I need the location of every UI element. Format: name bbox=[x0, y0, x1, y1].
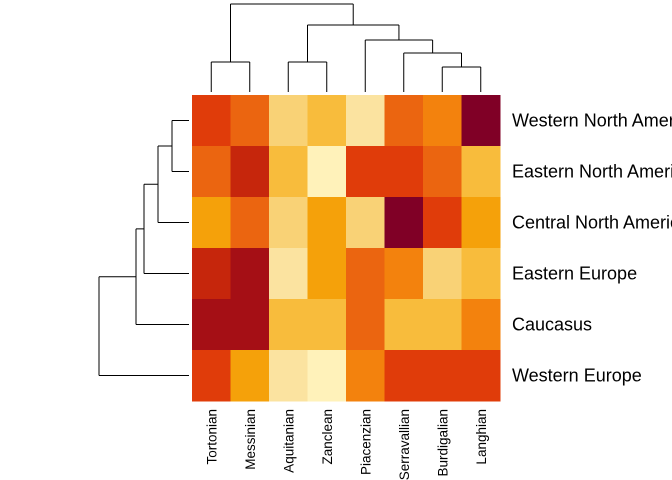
column-label: Serravallian bbox=[397, 409, 412, 480]
column-label: Piacenzian bbox=[358, 409, 373, 475]
heatmap-cell bbox=[423, 350, 462, 402]
row-label: Caucasus bbox=[512, 315, 592, 335]
column-label: Langhian bbox=[474, 409, 489, 465]
heatmap-cell bbox=[307, 350, 347, 402]
heatmap-cell bbox=[192, 299, 231, 351]
heatmap-cell bbox=[307, 146, 347, 198]
heatmap-cell bbox=[307, 299, 347, 351]
heatmap-cell bbox=[269, 299, 308, 351]
heatmap-cell bbox=[230, 350, 270, 402]
heatmap-cell bbox=[269, 197, 308, 249]
heatmap-cell bbox=[269, 146, 308, 198]
row-label: Central North America bbox=[512, 213, 672, 233]
heatmap-cell bbox=[192, 146, 231, 198]
column-label: Burdigalian bbox=[435, 409, 450, 477]
column-label: Zanclean bbox=[320, 409, 335, 465]
heatmap-cell bbox=[384, 146, 424, 198]
heatmap-cell bbox=[461, 248, 501, 300]
heatmap-cell bbox=[230, 248, 270, 300]
row-labels: Western North America Eastern North Ameri… bbox=[512, 111, 672, 386]
heatmap-cell bbox=[384, 248, 424, 300]
column-label: Messinian bbox=[243, 409, 258, 470]
heatmap-cell bbox=[307, 197, 347, 249]
heatmap-cell bbox=[230, 146, 270, 198]
heatmap-cell bbox=[423, 95, 462, 147]
heatmap-cell bbox=[230, 95, 270, 147]
heatmap-cell bbox=[192, 197, 231, 249]
heatmap-cell bbox=[230, 299, 270, 351]
column-label: Aquitanian bbox=[281, 409, 296, 473]
heatmap-cell bbox=[346, 95, 385, 147]
heatmap-cell bbox=[192, 95, 231, 147]
heatmap-cell bbox=[384, 350, 424, 402]
row-label: Western North America bbox=[512, 111, 672, 131]
heatmap-cell bbox=[423, 146, 462, 198]
heatmap-cell bbox=[384, 299, 424, 351]
heatmap-cell bbox=[384, 197, 424, 249]
heatmap-cell bbox=[346, 248, 385, 300]
heatmap-cell bbox=[307, 95, 347, 147]
row-dendrogram bbox=[98, 120, 189, 376]
heatmap-cell bbox=[423, 197, 462, 249]
heatmap-cell bbox=[461, 197, 501, 249]
column-labels: Tortonian Messinian Aquitanian Zanclean Piac… bbox=[204, 409, 489, 480]
heatmap-cell bbox=[346, 146, 385, 198]
heatmap-cell bbox=[461, 299, 501, 351]
heatmap-cell bbox=[346, 197, 385, 249]
heatmap-cell bbox=[269, 248, 308, 300]
row-label: Western Europe bbox=[512, 366, 642, 386]
heatmap-cell bbox=[384, 95, 424, 147]
heatmap-cell bbox=[192, 350, 231, 402]
column-label: Tortonian bbox=[204, 409, 219, 465]
heatmap-cell bbox=[192, 248, 231, 300]
heatmap-cell bbox=[230, 197, 270, 249]
heatmap-cell bbox=[307, 248, 347, 300]
heatmap-cell bbox=[423, 299, 462, 351]
heatmap-cell bbox=[461, 146, 501, 198]
heatmap-cell bbox=[269, 350, 308, 402]
heatmap-cell bbox=[269, 95, 308, 147]
heatmap-cell bbox=[461, 95, 501, 147]
heatmap-cell bbox=[423, 248, 462, 300]
row-label: Eastern Europe bbox=[512, 264, 637, 284]
row-label: Eastern North America bbox=[512, 162, 672, 182]
heatmap-cell bbox=[461, 350, 501, 402]
heatmap-cell bbox=[346, 299, 385, 351]
heatmap-cell bbox=[346, 350, 385, 402]
heatmap-cells bbox=[192, 95, 501, 402]
column-dendrogram bbox=[210, 3, 482, 92]
